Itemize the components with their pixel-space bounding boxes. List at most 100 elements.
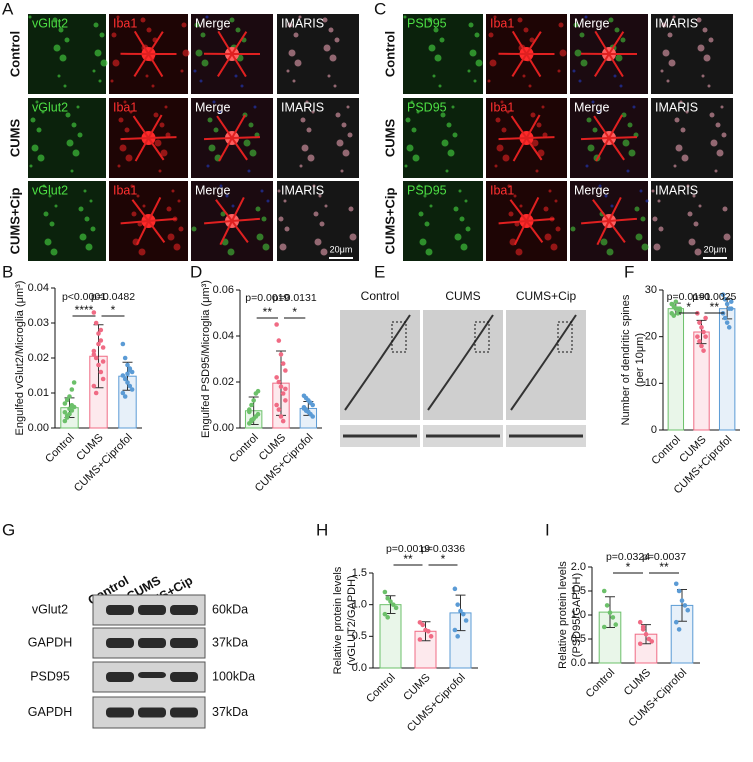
y-tick-label: 10	[645, 377, 657, 389]
texture	[425, 248, 433, 256]
channel-label: Iba1	[113, 183, 137, 197]
process	[147, 53, 164, 78]
y-tick-label: 0.06	[213, 284, 234, 296]
y-axis-label: Relative protein levels	[332, 566, 344, 674]
y-axis-label: Engulfed PSD95/Microglia (μm³)	[200, 280, 212, 438]
channel-label: Iba1	[113, 16, 137, 30]
data-point	[671, 313, 677, 318]
texture	[652, 216, 658, 222]
data-point	[728, 299, 734, 304]
texture	[692, 194, 696, 198]
size-label: 37kDa	[212, 635, 248, 649]
texture	[579, 32, 585, 38]
texture	[557, 69, 561, 73]
texture	[432, 74, 436, 78]
data-point	[458, 608, 463, 614]
texture	[675, 144, 683, 152]
data-point	[96, 362, 101, 368]
texture	[298, 15, 302, 19]
panel-letter: D	[190, 262, 202, 281]
texture	[628, 149, 636, 157]
texture	[78, 206, 84, 212]
texture	[694, 248, 702, 256]
texture	[178, 226, 184, 232]
data-point	[649, 639, 655, 644]
data-point	[673, 581, 679, 587]
y-tick-label: 0.01	[28, 387, 49, 399]
texture	[424, 221, 430, 227]
row-label: CUMS+Cip	[7, 188, 22, 255]
data-point	[246, 409, 252, 415]
texture	[140, 17, 146, 23]
texture	[208, 144, 216, 152]
data-point	[699, 343, 704, 349]
texture	[715, 122, 721, 128]
data-point	[122, 376, 128, 382]
p-value: p<0.0001	[62, 291, 106, 303]
texture	[468, 22, 474, 28]
texture	[488, 32, 494, 38]
process	[581, 220, 610, 225]
texture	[465, 226, 471, 232]
row-label: Control	[7, 31, 22, 77]
data-point	[640, 624, 646, 630]
process	[147, 137, 165, 161]
channel-label: vGlut2	[32, 16, 68, 30]
texture	[405, 117, 411, 123]
texture	[70, 169, 74, 173]
data-point	[283, 398, 288, 403]
texture	[220, 211, 226, 217]
texture	[99, 32, 105, 38]
micrograph	[28, 181, 106, 261]
process	[608, 53, 624, 78]
data-point	[461, 611, 466, 617]
texture	[92, 69, 96, 73]
texture	[592, 127, 598, 133]
texture	[543, 206, 549, 212]
data-point	[682, 603, 688, 608]
channel-label: Iba1	[490, 16, 514, 30]
texture	[723, 233, 731, 241]
texture	[247, 169, 251, 173]
p-value: p=0.0324	[606, 551, 650, 563]
process	[526, 217, 555, 222]
process	[147, 220, 166, 243]
texture	[158, 169, 162, 173]
data-point	[677, 306, 683, 311]
texture	[660, 69, 664, 73]
data-point	[637, 619, 643, 625]
texture	[342, 149, 350, 157]
process	[608, 217, 637, 222]
process	[608, 137, 625, 161]
texture	[506, 110, 510, 114]
process	[120, 220, 149, 225]
row-label: CUMS	[7, 119, 22, 158]
texture	[314, 238, 322, 246]
data-point	[91, 352, 97, 357]
texture	[429, 204, 433, 208]
data-point	[676, 627, 682, 632]
texture	[558, 22, 564, 28]
texture	[77, 132, 83, 138]
process	[513, 220, 528, 246]
dendrite	[510, 314, 577, 411]
band	[138, 672, 166, 678]
data-point	[679, 598, 685, 603]
texture	[248, 122, 254, 128]
neuron-image	[423, 310, 503, 420]
band	[106, 605, 134, 615]
micrograph	[403, 181, 483, 261]
texture	[688, 238, 696, 246]
data-point	[685, 607, 691, 613]
neuron-image	[506, 310, 586, 420]
texture	[530, 112, 536, 118]
data-point	[64, 413, 70, 419]
texture	[193, 69, 197, 73]
texture	[319, 221, 325, 227]
data-point	[720, 292, 726, 297]
process	[231, 137, 248, 161]
band	[138, 707, 166, 718]
process	[498, 220, 527, 225]
band	[170, 638, 198, 648]
